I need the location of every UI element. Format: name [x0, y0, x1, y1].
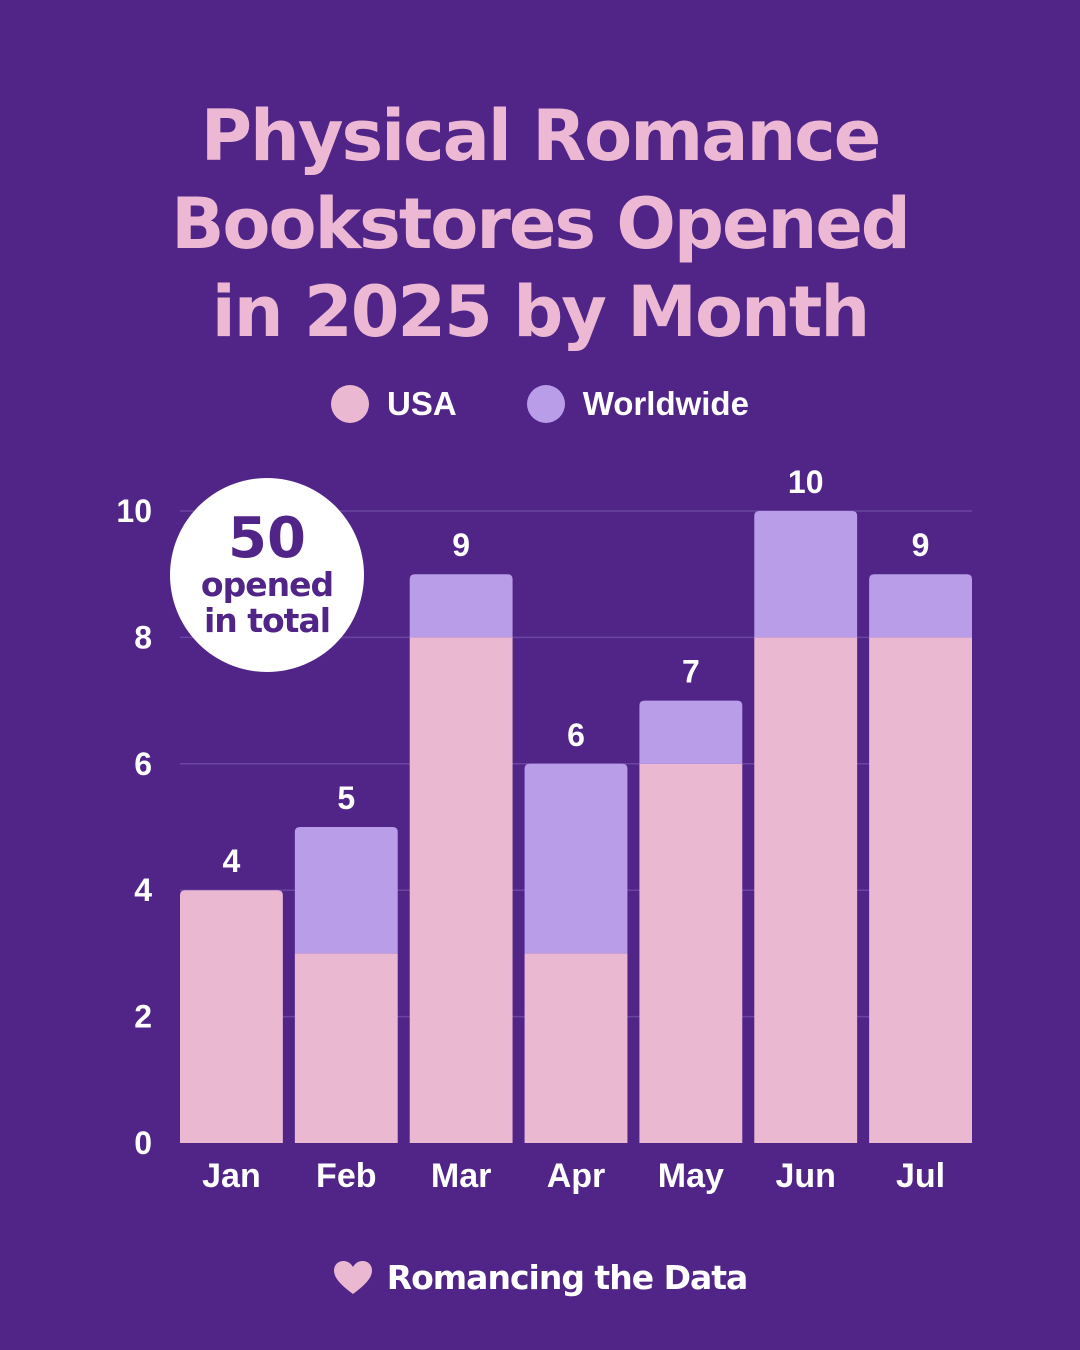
- legend-label-worldwide: Worldwide: [582, 385, 749, 422]
- total-badge-text-line-1: opened: [200, 565, 334, 604]
- footer: Romancing the Data: [0, 1258, 1080, 1297]
- legend-label-usa: USA: [387, 385, 457, 422]
- y-tick-label: 2: [134, 999, 152, 1035]
- x-tick-label: Jul: [896, 1157, 945, 1195]
- heart-icon: [333, 1260, 372, 1294]
- bar-usa: [409, 637, 513, 1143]
- bar-total-label: 6: [567, 717, 585, 753]
- y-tick-label: 8: [134, 619, 152, 655]
- x-tick-label: Feb: [316, 1157, 376, 1195]
- bar-usa: [524, 953, 628, 1143]
- legend-item-worldwide: Worldwide: [526, 385, 749, 423]
- title-line-1: Physical Romance: [200, 95, 882, 177]
- bar-total-label: 4: [223, 843, 241, 879]
- total-badge-number: 50: [228, 506, 306, 571]
- bar-worldwide: [639, 700, 743, 764]
- title-line-2: Bookstores Opened: [171, 183, 911, 265]
- bar-worldwide: [409, 574, 513, 638]
- bar-usa: [869, 637, 972, 1143]
- bar-usa: [180, 890, 283, 1143]
- bar-usa: [639, 763, 743, 1143]
- bar-total-label: 9: [452, 527, 470, 563]
- x-tick-label: May: [658, 1157, 724, 1195]
- bar-worldwide: [869, 574, 972, 638]
- chart-title: Physical Romance Bookstores Opened in 20…: [0, 92, 1080, 356]
- bar-total-label: 10: [788, 464, 824, 500]
- bar-usa: [754, 637, 858, 1143]
- y-tick-label: 0: [134, 1125, 152, 1161]
- legend: USA Worldwide: [0, 385, 1080, 423]
- bar-total-label: 7: [682, 654, 700, 690]
- footer-brand: Romancing the Data: [386, 1258, 749, 1297]
- x-tick-label: Jan: [202, 1157, 261, 1195]
- bar-worldwide: [754, 511, 858, 638]
- legend-swatch-usa: [331, 385, 370, 423]
- bar-worldwide: [524, 763, 628, 954]
- y-tick-label: 6: [134, 746, 152, 782]
- bar-chart: 0 2 4 6 8 10 4 Jan 5 Feb 9 Mar 6 Apr 7 May 10 Jun 9 Jul: [116, 464, 972, 1195]
- y-tick-label: 10: [116, 493, 152, 529]
- legend-swatch-worldwide: [526, 385, 565, 423]
- y-tick-label: 4: [134, 872, 152, 908]
- legend-item-usa: USA: [331, 385, 457, 423]
- bar-total-label: 9: [912, 527, 930, 563]
- total-badge-text-line-2: in total: [203, 601, 331, 640]
- bar-worldwide: [294, 827, 398, 954]
- total-badge: 50 opened in total: [170, 478, 364, 672]
- x-tick-label: Mar: [431, 1157, 491, 1195]
- x-tick-label: Apr: [547, 1157, 606, 1195]
- bar-usa: [294, 953, 398, 1143]
- bar-total-label: 5: [337, 780, 355, 816]
- title-line-3: in 2025 by Month: [211, 271, 870, 353]
- x-tick-label: Jun: [775, 1157, 835, 1195]
